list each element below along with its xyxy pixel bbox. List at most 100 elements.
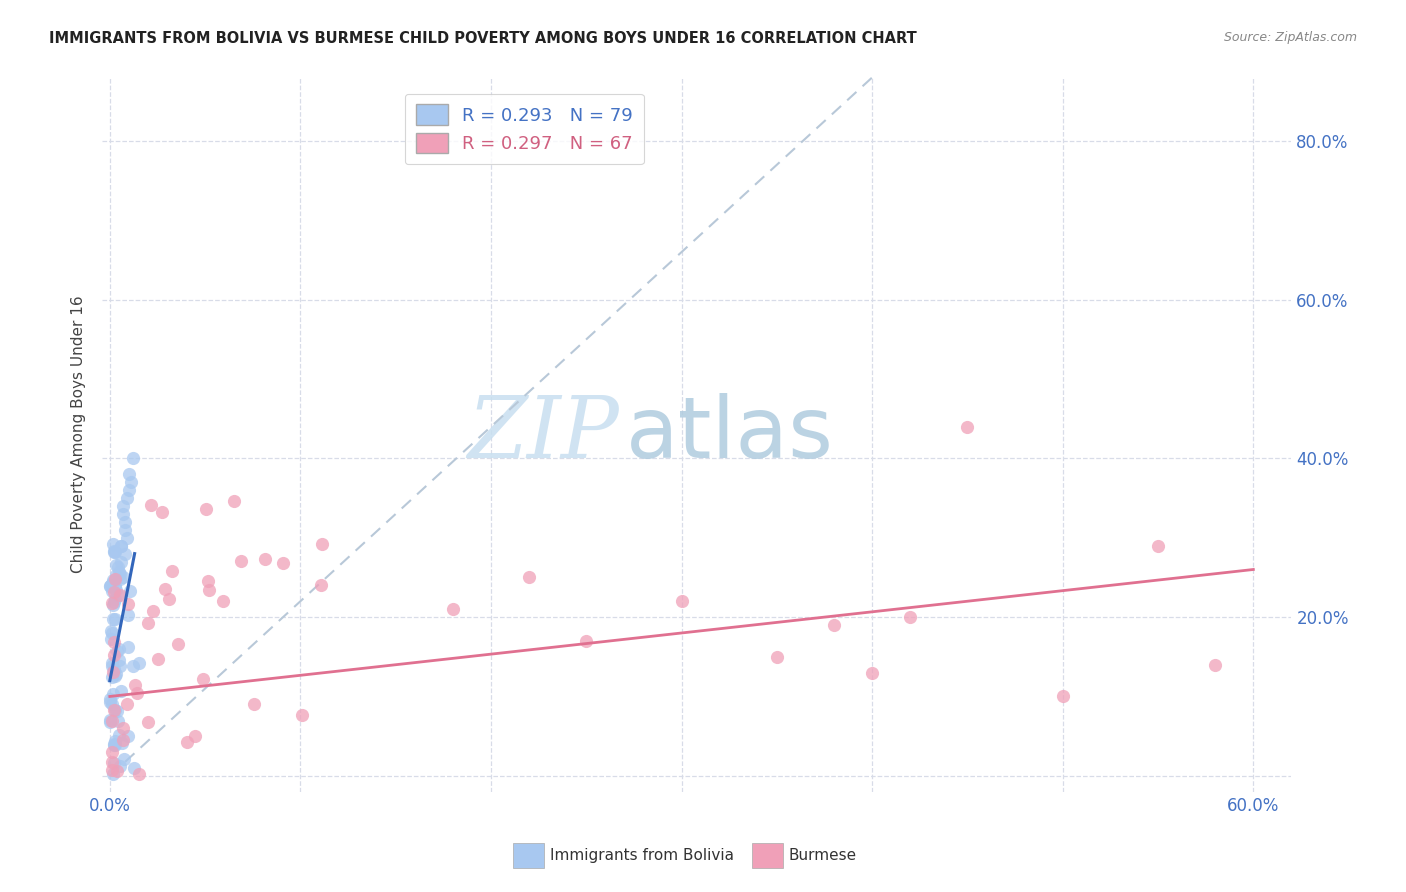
- Point: [103, 648, 125, 662]
- Point: [98, 691, 121, 706]
- Point: [103, 739, 125, 753]
- Point: [115, 698, 138, 712]
- Point: [110, 759, 132, 773]
- Point: [184, 730, 207, 744]
- Point: [104, 612, 127, 626]
- Point: [112, 499, 135, 513]
- Point: [104, 703, 127, 717]
- Point: [441, 602, 464, 616]
- Point: [107, 714, 129, 728]
- Point: [823, 618, 845, 632]
- Point: [100, 763, 122, 777]
- Point: [108, 658, 131, 673]
- Point: [110, 539, 132, 553]
- Point: [141, 604, 163, 618]
- Text: ZIP: ZIP: [468, 393, 620, 476]
- Point: [114, 515, 136, 529]
- Point: [273, 556, 295, 570]
- Point: [121, 659, 143, 673]
- Point: [118, 483, 141, 497]
- Point: [112, 570, 135, 584]
- Point: [898, 610, 921, 624]
- Point: [157, 591, 180, 606]
- Point: [105, 704, 128, 718]
- Point: [122, 761, 145, 775]
- Point: [112, 507, 135, 521]
- Text: atlas: atlas: [626, 393, 834, 476]
- Point: [124, 678, 146, 692]
- Point: [103, 544, 125, 558]
- Point: [101, 698, 124, 712]
- Point: [956, 419, 979, 434]
- Point: [120, 584, 142, 599]
- Point: [166, 637, 188, 651]
- Point: [104, 558, 127, 572]
- Point: [103, 767, 125, 781]
- Point: [108, 729, 131, 743]
- Point: [152, 505, 174, 519]
- Point: [105, 667, 128, 681]
- Point: [101, 583, 124, 598]
- Point: [193, 672, 215, 686]
- Point: [98, 579, 121, 593]
- Point: [101, 665, 124, 680]
- Point: [101, 626, 124, 640]
- Point: [108, 572, 131, 586]
- Point: [517, 570, 540, 584]
- Point: [98, 715, 121, 730]
- Point: [575, 634, 598, 648]
- Point: [136, 615, 159, 630]
- Point: [110, 555, 132, 569]
- Point: [103, 544, 125, 558]
- Point: [176, 735, 198, 749]
- Point: [101, 536, 124, 550]
- Legend: R = 0.293   N = 79, R = 0.297   N = 67: R = 0.293 N = 79, R = 0.297 N = 67: [405, 94, 644, 164]
- Point: [197, 574, 219, 589]
- Point: [103, 598, 125, 612]
- Point: [103, 756, 125, 770]
- Point: [671, 594, 693, 608]
- Text: IMMIGRANTS FROM BOLIVIA VS BURMESE CHILD POVERTY AMONG BOYS UNDER 16 CORRELATION: IMMIGRANTS FROM BOLIVIA VS BURMESE CHILD…: [49, 31, 917, 46]
- Point: [107, 588, 129, 602]
- Point: [103, 585, 125, 599]
- Point: [127, 686, 149, 700]
- Point: [141, 498, 163, 512]
- Point: [104, 733, 127, 747]
- Text: Burmese: Burmese: [789, 848, 856, 863]
- Point: [104, 568, 127, 582]
- Point: [766, 649, 789, 664]
- Point: [117, 730, 139, 744]
- Point: [103, 737, 125, 751]
- Point: [111, 736, 134, 750]
- Point: [1204, 657, 1226, 672]
- Text: Source: ZipAtlas.com: Source: ZipAtlas.com: [1223, 31, 1357, 45]
- Point: [1147, 539, 1170, 553]
- Y-axis label: Child Poverty Among Boys Under 16: Child Poverty Among Boys Under 16: [72, 296, 86, 574]
- Point: [100, 714, 122, 728]
- Point: [311, 537, 333, 551]
- Point: [222, 494, 245, 508]
- Point: [100, 745, 122, 759]
- Point: [107, 560, 129, 574]
- Point: [107, 653, 129, 667]
- Point: [118, 467, 141, 482]
- Point: [103, 662, 125, 676]
- Point: [100, 670, 122, 684]
- Point: [100, 632, 122, 646]
- Point: [112, 752, 135, 766]
- Point: [121, 451, 143, 466]
- Point: [108, 588, 131, 602]
- Point: [291, 707, 314, 722]
- Point: [98, 579, 121, 593]
- Point: [101, 658, 124, 673]
- Point: [104, 592, 127, 607]
- Point: [115, 531, 138, 545]
- Point: [105, 764, 128, 778]
- Point: [100, 624, 122, 639]
- Point: [860, 665, 883, 680]
- Point: [136, 714, 159, 729]
- Point: [128, 657, 150, 671]
- Point: [103, 703, 125, 717]
- Point: [103, 687, 125, 701]
- Point: [105, 644, 128, 658]
